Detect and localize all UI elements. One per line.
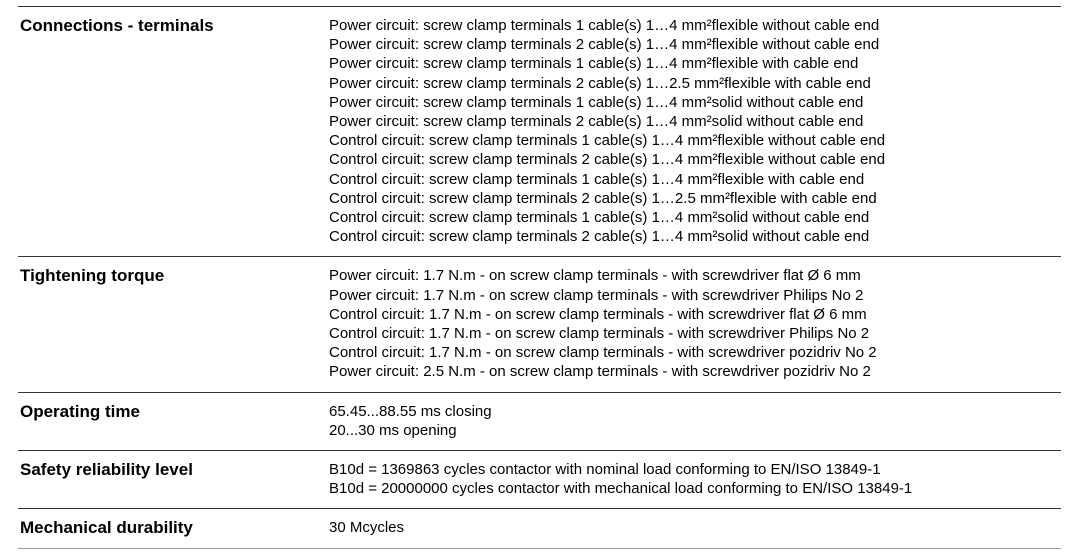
spec-value-line: Control circuit: screw clamp terminals 1…	[329, 132, 886, 150]
spec-values: 30 Mcycles	[329, 518, 1061, 537]
spec-table: Connections - terminals Power circuit: sc…	[18, 6, 1061, 549]
spec-row: Tightening torque Power circuit: 1.7 N.m …	[18, 256, 1061, 391]
spec-value-line: Control circuit: 1.7 N.m - on screw clam…	[329, 325, 870, 343]
spec-row: Connections - terminals Power circuit: sc…	[18, 6, 1061, 256]
spec-value-line: B10d = 1369863 cycles contactor with nom…	[329, 461, 881, 479]
spec-value-line: Power circuit: screw clamp terminals 1 c…	[329, 17, 880, 34]
spec-label: Mechanical durability	[20, 518, 193, 538]
spec-value-line: Control circuit: screw clamp terminals 2…	[329, 228, 870, 246]
spec-value-line: 20...30 ms opening	[329, 421, 457, 439]
spec-value-line: Power circuit: screw clamp terminals 2 c…	[329, 36, 880, 54]
spec-values: Power circuit: screw clamp terminals 1 c…	[329, 16, 1061, 246]
spec-row: Operating time 65.45...88.55 ms closing 20…	[18, 391, 1061, 450]
spec-value-line: Control circuit: 1.7 N.m - on screw clam…	[329, 344, 877, 362]
spec-values: B10d = 1369863 cycles contactor with nom…	[329, 460, 1061, 498]
spec-label: Safety reliability level	[20, 460, 193, 480]
spec-value-line: Power circuit: screw clamp terminals 1 c…	[329, 55, 859, 73]
spec-values: 65.45...88.55 ms closing 20...30 ms openi…	[329, 402, 1061, 440]
spec-value-line: Control circuit: 1.7 N.m - on screw clam…	[329, 305, 867, 323]
spec-row: Mechanical durability 30 Mcycles	[18, 508, 1061, 549]
spec-value-line: Power circuit: screw clamp terminals 2 c…	[329, 74, 871, 92]
spec-label: Operating time	[20, 401, 140, 421]
spec-value-line: Control circuit: screw clamp terminals 2…	[329, 189, 877, 207]
spec-label: Tightening torque	[20, 266, 165, 286]
spec-value-line: Power circuit: screw clamp terminals 2 c…	[329, 113, 864, 131]
spec-value-line: Power circuit: screw clamp terminals 1 c…	[329, 93, 864, 111]
spec-label: Connections - terminals	[20, 16, 214, 35]
spec-value-line: Power circuit: 2.5 N.m - on screw clamp …	[329, 363, 871, 381]
spec-values: Power circuit: 1.7 N.m - on screw clamp …	[329, 266, 1061, 381]
spec-value-line: 30 Mcycles	[329, 519, 405, 537]
spec-value-line: B10d = 20000000 cycles contactor with me…	[329, 480, 913, 498]
spec-value-line: Control circuit: screw clamp terminals 1…	[329, 209, 870, 227]
spec-value-line: 65.45...88.55 ms closing	[329, 402, 492, 420]
spec-value-line: Control circuit: screw clamp terminals 1…	[329, 170, 865, 188]
spec-value-line: Power circuit: 1.7 N.m - on screw clamp …	[329, 286, 864, 304]
spec-value-line: Power circuit: 1.7 N.m - on screw clamp …	[329, 267, 861, 285]
spec-row: Safety reliability level B10d = 1369863 c…	[18, 450, 1061, 508]
spec-value-line: Control circuit: screw clamp terminals 2…	[329, 151, 886, 169]
